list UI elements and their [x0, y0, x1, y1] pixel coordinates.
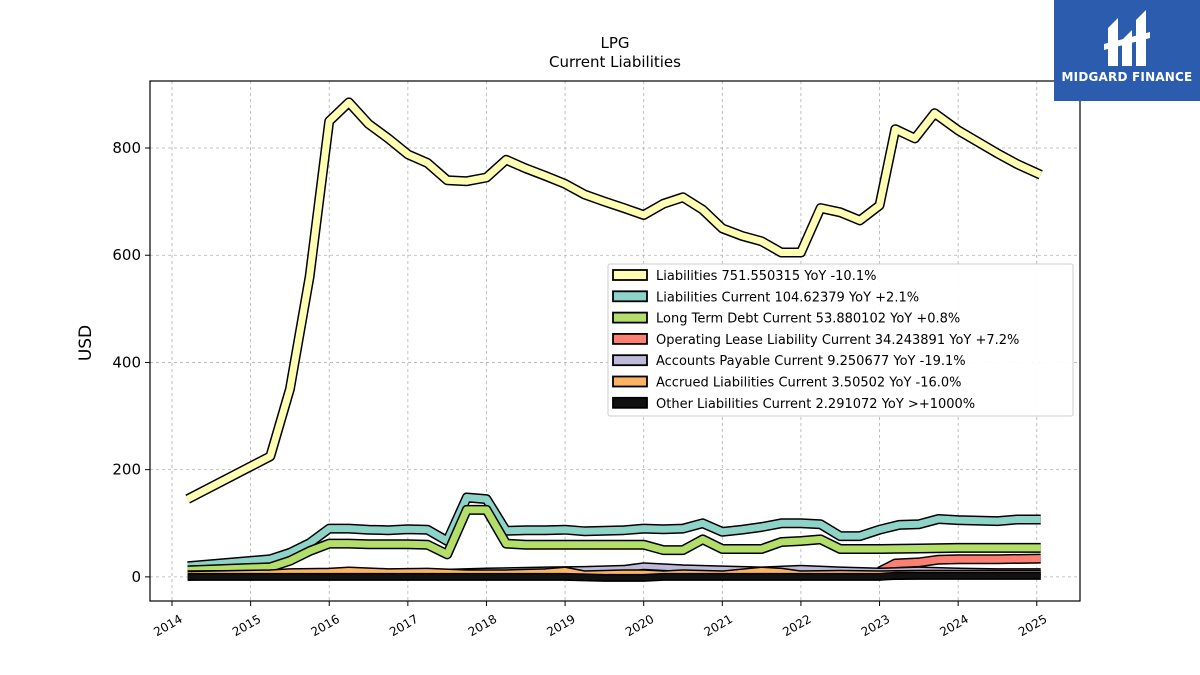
x-tick-label: 2023 — [859, 612, 892, 639]
x-tick-label: 2022 — [780, 612, 813, 639]
y-tick-label: 600 — [112, 246, 141, 264]
legend-swatch — [612, 375, 648, 388]
series-operating-lease-liability-current — [877, 553, 1041, 576]
x-tick-label: 2019 — [544, 612, 577, 639]
x-tick-label: 2025 — [1016, 612, 1049, 639]
series-line — [186, 98, 1043, 503]
legend-swatch — [612, 290, 648, 303]
series-layer — [185, 97, 1043, 582]
brand-mark-icon — [1104, 10, 1150, 66]
y-axis-label: USD — [76, 325, 96, 361]
x-tick-label: 2014 — [151, 612, 184, 639]
x-tick-label: 2020 — [623, 612, 656, 639]
x-tick-label: 2016 — [309, 612, 342, 639]
series-line — [877, 555, 1041, 575]
legend-item: Operating Lease Liability Current 34.243… — [612, 332, 1019, 348]
legend-label: Liabilities Current 104.62379 YoY +2.1% — [656, 290, 919, 305]
y-tick-label: 400 — [112, 353, 141, 371]
chart-subtitle: Current Liabilities — [549, 53, 681, 71]
legend-item: Liabilities Current 104.62379 YoY +2.1% — [612, 290, 919, 305]
legend-item: Accounts Payable Current 9.250677 YoY -1… — [612, 354, 966, 369]
x-tick-label: 2015 — [230, 612, 263, 639]
legend-item: Long Term Debt Current 53.880102 YoY +0.… — [612, 311, 960, 327]
legend-item: Other Liabilities Current 2.291072 YoY >… — [612, 396, 975, 412]
series-line — [187, 494, 1041, 570]
legend-item: Liabilities 751.550315 YoY -10.1% — [612, 269, 876, 284]
brand-logo: MIDGARD FINANCE — [1054, 0, 1200, 101]
y-tick-label: 0 — [131, 568, 141, 586]
legend-swatch — [612, 354, 648, 367]
plot-frame — [149, 80, 1081, 602]
legend-swatch — [612, 396, 648, 409]
legend-swatch — [612, 332, 648, 345]
legend-box — [607, 263, 1074, 417]
legend-label: Accrued Liabilities Current 3.50502 YoY … — [656, 376, 962, 391]
legend: Liabilities 751.550315 YoY -10.1% Liabili… — [607, 263, 1074, 417]
legend-label: Operating Lease Liability Current 34.243… — [656, 333, 1019, 348]
series-line — [187, 573, 1041, 581]
legend-label: Long Term Debt Current 53.880102 YoY +0.… — [656, 312, 960, 327]
x-tick-label: 2017 — [387, 612, 420, 639]
series-liabilities — [185, 97, 1043, 504]
legend-label: Liabilities 751.550315 YoY -10.1% — [656, 269, 876, 284]
legend-swatch — [612, 269, 648, 281]
y-tick-label: 800 — [112, 139, 141, 157]
series-other-liabilities-current — [187, 571, 1041, 582]
x-tick-label: 2018 — [466, 612, 499, 639]
x-tick-label: 2021 — [702, 612, 735, 639]
chart-title: LPG — [600, 34, 629, 52]
legend-label: Other Liabilities Current 2.291072 YoY >… — [656, 397, 975, 412]
legend-swatch — [612, 311, 648, 324]
series-long-term-debt-current — [187, 504, 1041, 576]
legend-label: Accounts Payable Current 9.250677 YoY -1… — [656, 354, 966, 369]
series-line — [187, 506, 1041, 574]
legend-item: Accrued Liabilities Current 3.50502 YoY … — [612, 375, 962, 391]
series-liabilities-current — [187, 492, 1041, 572]
y-tick-label: 200 — [112, 461, 141, 479]
brand-name: MIDGARD FINANCE — [1061, 70, 1193, 84]
x-tick-label: 2024 — [937, 612, 970, 639]
